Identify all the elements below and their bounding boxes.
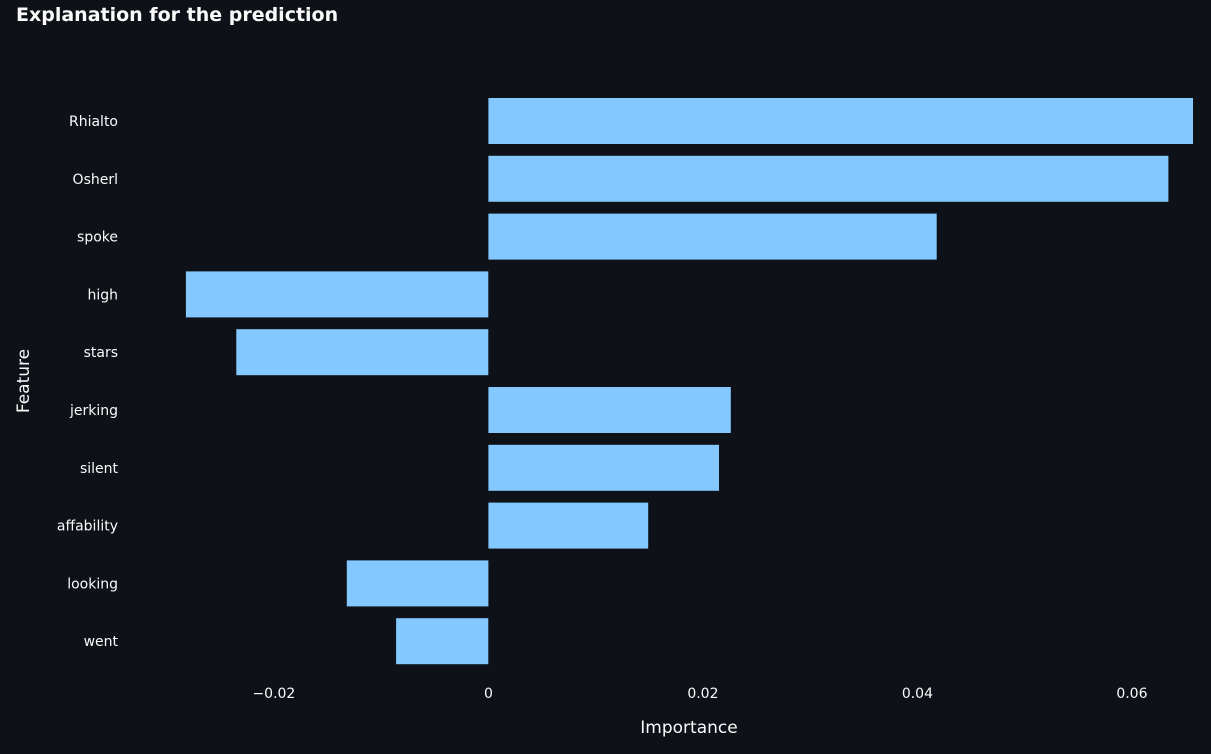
bar-silent [488, 444, 719, 491]
bar-jerking [488, 387, 731, 433]
bar-Rhialto [488, 98, 1193, 144]
x-tick-label: 0.06 [1116, 686, 1147, 702]
bar-stars [236, 329, 489, 376]
x-tick-label: 0.02 [687, 686, 718, 702]
bar-spoke [488, 213, 937, 260]
x-tick-label: 0 [484, 686, 493, 702]
y-tick-label: went [84, 634, 119, 650]
x-tick-labels: −0.02 0 0.02 0.04 0.06 [252, 686, 1147, 702]
y-tick-labels: Rhialto Osherl spoke high stars jerking silent… [57, 114, 119, 650]
x-tick-label: 0.04 [902, 686, 933, 702]
y-tick-label: Rhialto [69, 114, 118, 130]
chart-title: Explanation for the prediction [16, 4, 339, 26]
y-tick-label: spoke [77, 230, 118, 246]
y-tick-label: affability [57, 519, 118, 535]
bar-affability [488, 502, 649, 549]
bar-high [185, 271, 489, 318]
y-tick-label: stars [84, 345, 118, 361]
y-tick-label: silent [80, 461, 119, 477]
y-tick-label: jerking [69, 403, 118, 419]
bar-went [396, 618, 489, 665]
y-tick-label: Osherl [73, 172, 118, 188]
x-tick-label: −0.02 [252, 686, 295, 702]
y-tick-label: high [87, 287, 118, 303]
bar-looking [346, 560, 489, 607]
y-axis-title: Feature [14, 349, 34, 413]
x-axis-title: Importance [640, 718, 737, 738]
y-tick-label: looking [67, 576, 118, 592]
bars-group [185, 98, 1193, 665]
bar-Osherl [488, 155, 1169, 202]
